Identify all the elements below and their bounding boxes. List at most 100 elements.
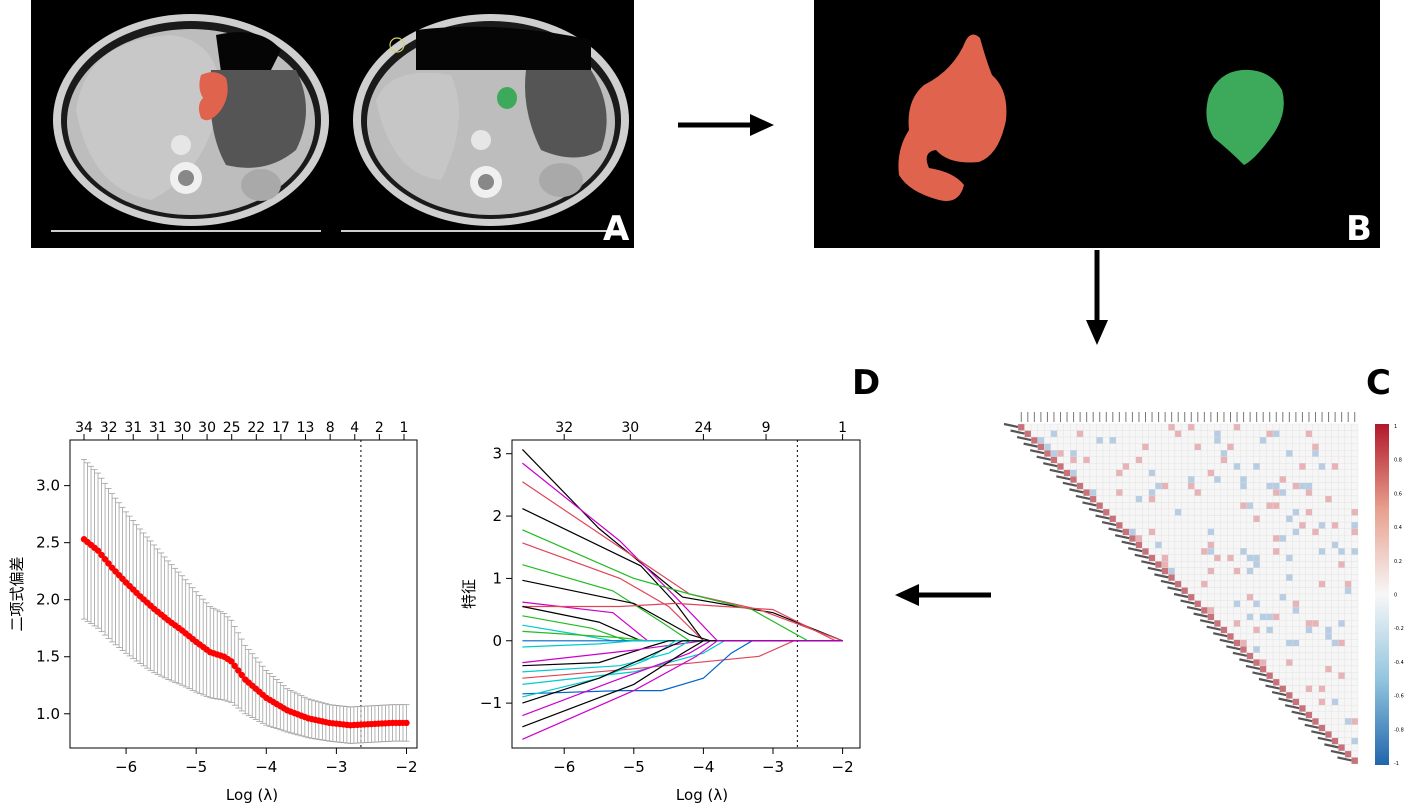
heatmap-cell	[1096, 436, 1104, 444]
cv-point	[403, 719, 410, 727]
heatmap-cell	[1161, 469, 1169, 477]
heatmap-cell	[1312, 574, 1319, 582]
heatmap-cell	[1194, 482, 1202, 490]
heatmap-cell	[1279, 574, 1287, 582]
heatmap-cell	[1331, 548, 1339, 555]
coefficient-path-line	[522, 481, 843, 642]
heatmap-cell	[1266, 456, 1274, 464]
heatmap-cell	[1253, 502, 1261, 510]
heatmap-cell	[1207, 580, 1215, 588]
heatmap-cell	[1338, 436, 1346, 444]
path-top-tick-label: 9	[762, 420, 771, 436]
heatmap-cell	[1227, 541, 1234, 549]
heatmap-cell	[1214, 580, 1221, 588]
heatmap-cell	[1292, 495, 1300, 503]
cv-top-tick-label: 31	[149, 420, 167, 436]
heatmap-cell	[1285, 476, 1293, 483]
heatmap-cell	[1272, 567, 1280, 575]
heatmap-cell	[1279, 600, 1287, 608]
heatmap-cell	[1266, 482, 1274, 490]
heatmap-cell	[1344, 646, 1352, 653]
heatmap-cell	[1305, 541, 1313, 549]
heatmap-cell	[1233, 482, 1241, 490]
heatmap-cell	[1285, 567, 1293, 575]
heatmap-cell	[1214, 587, 1221, 595]
heatmap-cell	[1351, 548, 1359, 555]
heatmap-cell	[1312, 469, 1319, 477]
heatmap-cell	[1305, 463, 1313, 470]
heatmap-cell	[1161, 535, 1169, 542]
heatmap-cell	[1351, 731, 1359, 738]
heatmap-cell	[1259, 495, 1267, 503]
heatmap-cell	[1285, 626, 1293, 634]
heatmap-cell	[1338, 691, 1346, 699]
heatmap-cell	[1285, 450, 1293, 457]
heatmap-cell	[1109, 502, 1117, 510]
panel-letter-b: B	[1346, 209, 1372, 249]
heatmap-cell	[1089, 443, 1097, 451]
heatmap-cell	[1187, 463, 1195, 470]
heatmap-cell	[1181, 567, 1189, 575]
heatmap-cell	[1338, 620, 1346, 627]
heatmap-cell	[1351, 659, 1359, 667]
cv-top-tick-label: 32	[100, 420, 118, 436]
heatmap-cell	[1227, 482, 1234, 490]
heatmap-cell	[1331, 521, 1339, 529]
heatmap-cell	[1240, 528, 1247, 536]
heatmap-cell	[1344, 515, 1352, 523]
heatmap-cell	[1168, 423, 1176, 431]
heatmap-cell	[1318, 502, 1326, 510]
heatmap-cell	[1187, 436, 1195, 444]
heatmap-cell	[1272, 450, 1280, 457]
heatmap-cell	[1207, 423, 1215, 431]
heatmap-cell	[1279, 652, 1287, 660]
heatmap-cell	[1181, 561, 1189, 568]
heatmap-cell	[1194, 476, 1202, 483]
heatmap-cell	[1299, 606, 1306, 614]
heatmap-cell	[1220, 423, 1228, 431]
heatmap-cell	[1057, 463, 1064, 470]
heatmap-cell	[1181, 495, 1189, 503]
heatmap-cell	[1240, 495, 1247, 503]
heatmap-cell	[1272, 659, 1280, 667]
heatmap-cell	[1155, 482, 1162, 490]
heatmap-cell	[1338, 567, 1346, 575]
heatmap-cell	[1207, 593, 1215, 601]
heatmap-cell	[1109, 423, 1117, 431]
heatmap-cell	[1227, 502, 1234, 510]
heatmap-cell	[1325, 476, 1332, 483]
heatmap-cell	[1227, 593, 1234, 601]
heatmap-cell	[1344, 469, 1352, 477]
heatmap-cell	[1351, 705, 1359, 712]
heatmap-cell	[1135, 450, 1143, 457]
heatmap-cell	[1096, 489, 1104, 497]
heatmap-cell	[1194, 456, 1202, 464]
heatmap-cell	[1259, 469, 1267, 477]
heatmap-cell	[1129, 535, 1136, 542]
heatmap-cell	[1351, 620, 1359, 627]
heatmap-cell	[1312, 639, 1319, 647]
heatmap-cell	[1305, 430, 1313, 438]
heatmap-cell	[1240, 502, 1247, 510]
heatmap-cell	[1142, 495, 1149, 503]
heatmap-cell	[1161, 443, 1169, 451]
heatmap-cell	[1318, 495, 1326, 503]
heatmap-cell	[1266, 443, 1274, 451]
heatmap-cell	[1220, 436, 1228, 444]
heatmap-cell	[1325, 691, 1332, 699]
heatmap-cell	[1174, 469, 1182, 477]
heatmap-cell	[1161, 554, 1169, 562]
heatmap-cell	[1083, 469, 1091, 477]
heatmap-cell	[1240, 646, 1247, 653]
coefficient-path-line	[522, 640, 843, 695]
heatmap-cell	[1174, 554, 1182, 562]
heatmap-cell	[1207, 613, 1215, 621]
heatmap-cell	[1259, 646, 1267, 653]
heatmap-cell	[1207, 567, 1215, 575]
heatmap-cell	[1181, 508, 1189, 516]
heatmap-cell	[1259, 515, 1267, 523]
heatmap-cell	[1214, 521, 1221, 529]
heatmap-cell	[1344, 548, 1352, 555]
heatmap-cell	[1187, 443, 1195, 451]
